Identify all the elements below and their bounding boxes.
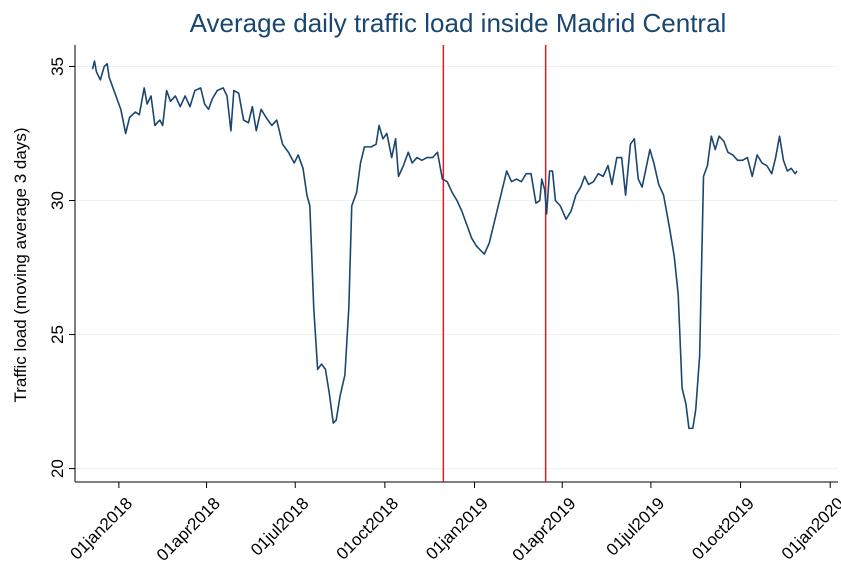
y-axis-label: Traffic load (moving average 3 days) [11, 128, 30, 403]
y-tick-label: 25 [48, 325, 67, 344]
x-tick-label: 01jan2018 [67, 494, 137, 564]
x-tick-label: 01oct2018 [333, 494, 403, 564]
data-line [91, 60, 798, 430]
chart-title: Average daily traffic load inside Madrid… [190, 8, 727, 38]
x-tick-label: 01oct2019 [688, 494, 758, 564]
x-tick-label: 01jan2019 [422, 494, 492, 564]
y-tick-label: 30 [48, 191, 67, 210]
x-tick-label: 01jul2018 [247, 494, 313, 560]
y-tick-label: 35 [48, 57, 67, 76]
x-tick-label: 01apr2018 [153, 494, 224, 565]
x-tick-label: 01jan2020 [778, 494, 841, 564]
x-tick-label: 01apr2019 [509, 494, 580, 565]
y-tick-label: 20 [48, 459, 67, 478]
x-tick-label: 01jul2019 [603, 494, 669, 560]
